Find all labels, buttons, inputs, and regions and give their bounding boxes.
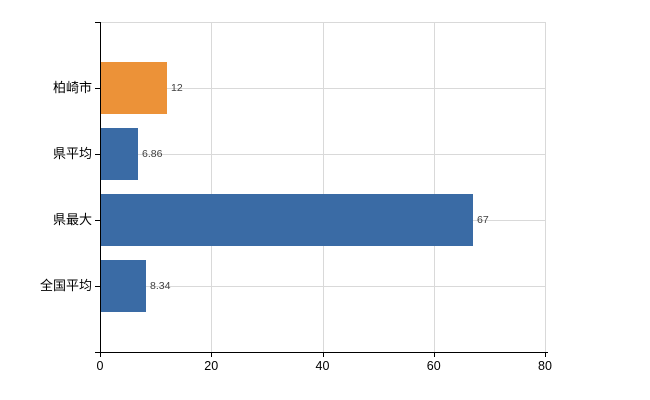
y-tick-label: 全国平均 bbox=[39, 278, 92, 293]
gridline-horizontal bbox=[100, 154, 545, 155]
x-tick-label: 40 bbox=[315, 359, 330, 373]
gridline-vertical bbox=[211, 22, 213, 352]
gridline-horizontal bbox=[100, 88, 545, 89]
bar-value-label: 67 bbox=[477, 214, 489, 226]
bar-value-label: 12 bbox=[171, 82, 183, 94]
x-tick-label: 80 bbox=[538, 359, 552, 373]
bar-value-label: 6.86 bbox=[142, 148, 163, 160]
y-tick-mark bbox=[95, 88, 100, 89]
y-tick-mark bbox=[95, 154, 100, 155]
x-tick-label: 20 bbox=[204, 359, 219, 373]
x-tick-mark bbox=[100, 352, 101, 357]
gridline-vertical bbox=[433, 22, 435, 352]
y-tick-label: 県平均 bbox=[52, 146, 92, 161]
bar bbox=[100, 62, 167, 114]
gridline-vertical bbox=[322, 22, 324, 352]
x-tick-mark bbox=[211, 352, 213, 357]
gridline-vertical bbox=[545, 22, 546, 352]
y-axis-line bbox=[100, 22, 101, 352]
x-tick-mark bbox=[433, 352, 435, 357]
y-tick-label: 柏崎市 bbox=[52, 80, 92, 95]
x-tick-label: 0 bbox=[96, 359, 104, 373]
y-tick-mark bbox=[95, 220, 100, 221]
y-tick-label: 県最大 bbox=[52, 212, 92, 227]
y-tick-mark bbox=[95, 286, 100, 287]
bar-value-label: 8.34 bbox=[150, 280, 171, 292]
bar bbox=[100, 260, 146, 312]
y-axis-end-tick bbox=[95, 352, 100, 353]
x-tick-mark bbox=[545, 352, 546, 357]
x-tick-label: 60 bbox=[426, 359, 441, 373]
y-axis-end-tick bbox=[95, 22, 100, 23]
x-axis-line bbox=[100, 352, 548, 353]
x-tick-mark bbox=[322, 352, 324, 357]
bar bbox=[100, 128, 138, 180]
bar bbox=[100, 194, 473, 246]
gridline-horizontal bbox=[100, 286, 545, 287]
